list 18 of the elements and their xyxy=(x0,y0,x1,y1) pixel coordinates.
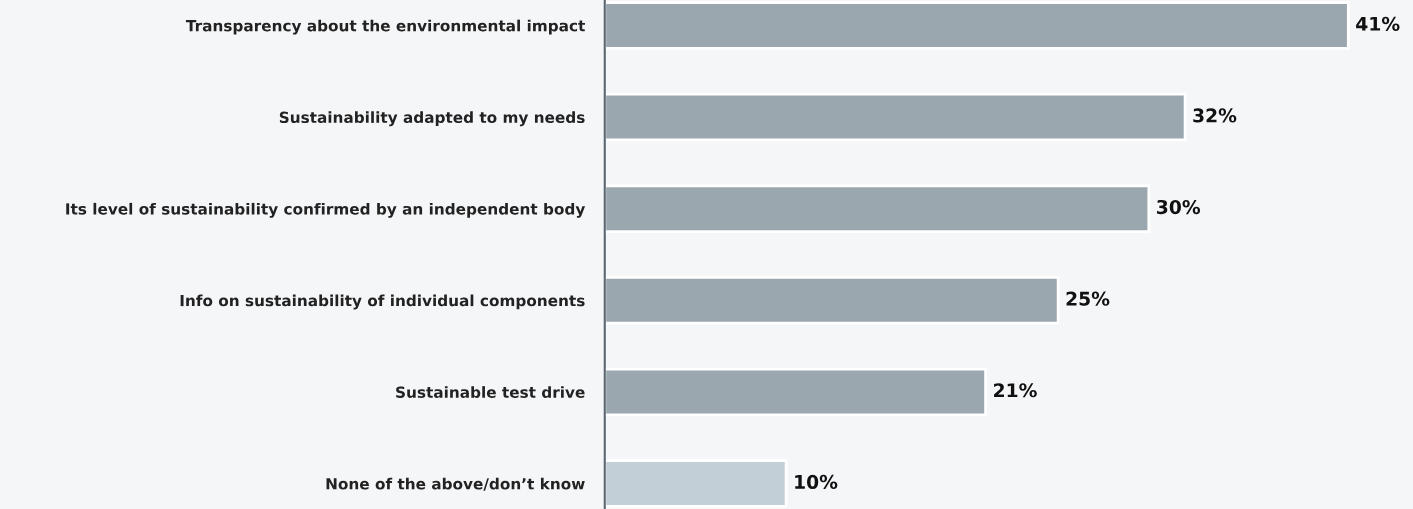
y-tick-label: Sustainable test drive xyxy=(396,386,585,398)
bar xyxy=(604,459,788,508)
y-tick-label: Transparency about the environmental impact xyxy=(185,19,585,35)
bar xyxy=(604,367,987,417)
y-tick-label: Its level of sustainability confirmed by an independent body xyxy=(66,202,586,218)
bar xyxy=(604,92,1187,142)
y-tick-label: Info on sustainability of individual components xyxy=(180,294,585,310)
bar xyxy=(604,1,1350,50)
data-label: 41% xyxy=(1356,16,1400,31)
data-label: 10% xyxy=(795,474,838,489)
data-label: 25% xyxy=(1066,291,1110,306)
y-tick-label: Sustainability adapted to my needs xyxy=(279,111,585,127)
data-label: 30% xyxy=(1157,199,1201,215)
y-tick-label: None of the above/don’t know xyxy=(326,477,585,491)
data-label: 32% xyxy=(1193,108,1237,123)
bar xyxy=(604,276,1060,325)
data-label: 21% xyxy=(994,383,1037,398)
bar xyxy=(604,184,1151,233)
